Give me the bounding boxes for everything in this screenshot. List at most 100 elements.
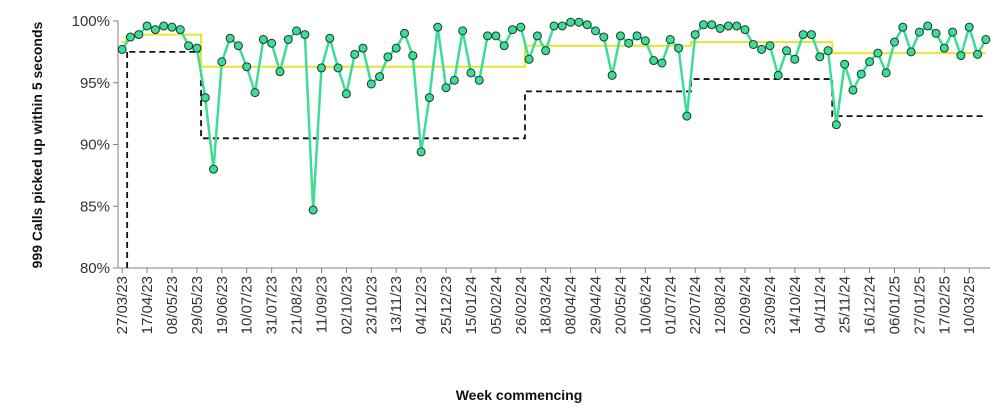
x-tick-label: 14/10/24 — [787, 276, 804, 334]
data-point — [225, 33, 235, 43]
data-point — [441, 83, 451, 93]
data-point — [549, 21, 559, 31]
x-tick-label: 26/02/24 — [513, 276, 530, 334]
data-point — [840, 59, 850, 69]
data-point — [242, 62, 252, 72]
x-axis-title: Week commencing — [456, 387, 583, 403]
data-point — [325, 33, 335, 43]
data-point — [748, 39, 758, 49]
data-point — [524, 54, 534, 64]
data-point — [964, 22, 974, 32]
data-point — [956, 51, 966, 61]
data-point — [698, 20, 708, 30]
x-tick-label: 10/07/23 — [239, 276, 256, 334]
data-point — [192, 43, 202, 53]
data-point — [400, 28, 410, 38]
data-point — [375, 72, 385, 82]
data-point — [914, 27, 924, 37]
y-tick-label: 85% — [80, 198, 110, 215]
data-point — [209, 164, 219, 174]
data-point — [483, 31, 493, 41]
data-point — [632, 31, 642, 41]
data-point — [765, 41, 775, 51]
data-point — [906, 47, 916, 57]
x-tick-label: 29/05/23 — [189, 276, 206, 334]
data-point — [449, 75, 459, 85]
y-tick-label: 100% — [72, 13, 110, 30]
x-tick-label: 08/05/23 — [164, 276, 181, 334]
x-tick-label: 25/11/24 — [837, 276, 854, 333]
data-point — [574, 17, 584, 27]
x-tick-label: 02/09/24 — [737, 276, 754, 334]
data-point — [831, 120, 841, 130]
x-tick-label: 23/10/23 — [363, 276, 380, 334]
data-point — [591, 26, 601, 36]
data-point — [150, 25, 160, 35]
data-point — [458, 26, 468, 36]
x-tick-label: 20/05/24 — [612, 276, 629, 334]
x-tick-label: 21/08/23 — [289, 276, 306, 334]
data-point — [308, 205, 318, 215]
data-point — [424, 93, 434, 103]
data-point — [566, 17, 576, 27]
data-point — [881, 68, 891, 78]
axes: 80% 85% 90% 95% 100% 27/03/23 17/04/23 08/05/23… — [72, 13, 990, 334]
data-point — [383, 52, 393, 62]
data-point — [682, 111, 692, 121]
data-point — [923, 21, 933, 31]
data-point — [391, 43, 401, 53]
data-point — [292, 26, 302, 36]
data-point — [848, 85, 858, 95]
x-tick-label: 17/04/23 — [139, 276, 156, 334]
data-point — [624, 38, 634, 48]
data-point — [358, 43, 368, 53]
data-point — [466, 68, 476, 78]
series-weekly-line — [121, 20, 987, 212]
data-point — [333, 63, 343, 73]
data-point — [267, 38, 277, 48]
x-tick-label: 10/06/24 — [637, 276, 654, 334]
y-tick-label: 95% — [80, 75, 110, 92]
x-tick-label: 16/12/24 — [862, 276, 879, 334]
x-tick-label: 12/08/24 — [712, 276, 729, 334]
data-point — [823, 46, 833, 56]
data-point — [582, 20, 592, 30]
data-point — [125, 32, 135, 42]
y-tick-label: 90% — [80, 137, 110, 154]
data-point — [366, 79, 376, 89]
data-point — [507, 25, 517, 35]
data-point — [856, 69, 866, 79]
x-tick-label: 01/07/24 — [662, 276, 679, 334]
x-tick-label: 04/11/24 — [812, 276, 829, 333]
data-point — [773, 70, 783, 80]
data-point — [889, 37, 899, 47]
x-tick-label: 13/11/23 — [388, 276, 405, 333]
data-point — [159, 21, 169, 31]
data-point — [740, 25, 750, 35]
x-tick-label: 19/06/23 — [214, 276, 231, 334]
x-tick-label: 10/03/25 — [961, 276, 978, 334]
data-point — [732, 21, 742, 31]
data-point — [167, 22, 177, 32]
data-point — [258, 35, 268, 45]
x-tick-label: 23/09/24 — [762, 276, 779, 334]
data-point — [516, 22, 526, 32]
x-tick-label: 15/01/24 — [463, 276, 480, 334]
data-point — [117, 44, 127, 54]
y-tick-label: 80% — [80, 260, 110, 277]
x-tick-label: 17/02/25 — [936, 276, 953, 334]
x-tick-label: 05/02/24 — [488, 276, 505, 334]
data-point — [416, 147, 426, 157]
x-tick-label: 27/03/23 — [114, 276, 131, 334]
x-tick-label: 29/04/24 — [588, 276, 605, 334]
data-point — [250, 88, 260, 98]
data-point — [433, 22, 443, 32]
data-point — [217, 57, 227, 67]
data-point — [782, 46, 792, 56]
data-point — [557, 21, 567, 31]
data-point — [607, 70, 617, 80]
data-point — [300, 30, 310, 40]
data-point — [815, 52, 825, 62]
data-point — [939, 43, 949, 53]
